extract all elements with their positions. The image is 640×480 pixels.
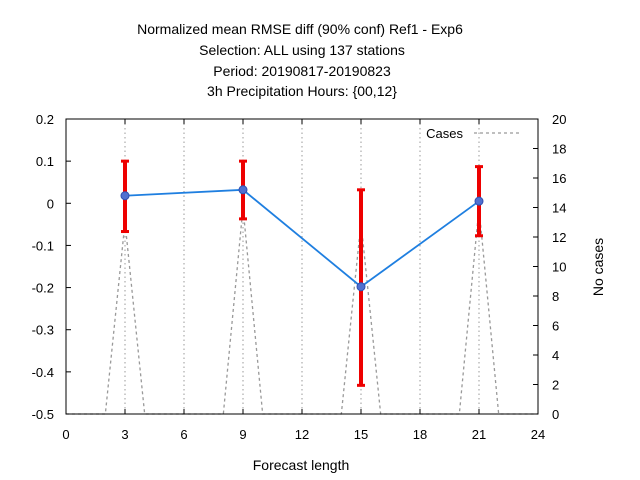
x-tick-label: 15 <box>354 427 368 442</box>
y2-tick-label: 12 <box>552 230 566 245</box>
cases-layer <box>66 207 538 415</box>
y2-tick-label: 16 <box>552 171 566 186</box>
chart-title: Normalized mean RMSE diff (90% conf) Ref… <box>137 21 463 99</box>
y2-tick-label: 10 <box>552 260 566 275</box>
cases-line <box>66 207 538 415</box>
y2-tick-label: 8 <box>552 289 559 304</box>
title-line-3: Period: 20190817-20190823 <box>213 63 391 79</box>
x-tick-label: 0 <box>62 427 69 442</box>
x-tick-label: 21 <box>472 427 486 442</box>
x-tick-label: 18 <box>413 427 427 442</box>
x-tick-label: 9 <box>239 427 246 442</box>
y2-tick-label: 0 <box>552 407 559 422</box>
y2-tick-label: 14 <box>552 201 566 216</box>
data-point <box>238 185 248 195</box>
y-tick-label: 0.2 <box>36 112 54 127</box>
marker-layer <box>120 185 484 292</box>
y2-tick-label: 4 <box>552 348 559 363</box>
y-tick-label: -0.5 <box>32 407 54 422</box>
data-point <box>474 196 484 206</box>
x-axis-ticks: 0 3 6 9 12 15 18 21 24 <box>62 119 545 442</box>
y2-axis-ticks: 0 2 4 6 8 10 12 14 16 18 20 <box>533 112 566 422</box>
y2-axis-label: No cases <box>590 238 606 296</box>
plot-frame <box>65 118 539 415</box>
x-tick-label: 6 <box>180 427 187 442</box>
x-tick-label: 24 <box>531 427 545 442</box>
title-line-1: Normalized mean RMSE diff (90% conf) Ref… <box>137 21 463 37</box>
x-axis-label: Forecast length <box>253 457 350 473</box>
data-point <box>120 191 130 201</box>
series-layer <box>124 188 480 288</box>
y-tick-label: 0.1 <box>36 154 54 169</box>
series-line <box>124 188 480 288</box>
x-tick-label: 3 <box>121 427 128 442</box>
x-tick-label: 12 <box>295 427 309 442</box>
legend-label-cases: Cases <box>426 126 463 141</box>
y-tick-label: -0.1 <box>32 238 54 253</box>
title-line-2: Selection: ALL using 137 stations <box>199 42 405 58</box>
legend: Cases <box>426 126 522 141</box>
y2-tick-label: 18 <box>552 142 566 157</box>
grid <box>124 119 480 414</box>
title-line-4: 3h Precipitation Hours: {00,12} <box>207 83 397 99</box>
data-point <box>356 282 366 292</box>
y-tick-label: -0.4 <box>32 365 54 380</box>
y2-tick-label: 2 <box>552 378 559 393</box>
y2-tick-label: 6 <box>552 319 559 334</box>
y-tick-label: -0.3 <box>32 323 54 338</box>
y2-tick-label: 20 <box>552 112 566 127</box>
y-tick-label: 0 <box>47 196 54 211</box>
y-tick-label: -0.2 <box>32 281 54 296</box>
y-axis-ticks: -0.5 -0.4 -0.3 -0.2 -0.1 0 0.1 0.2 <box>32 112 71 422</box>
